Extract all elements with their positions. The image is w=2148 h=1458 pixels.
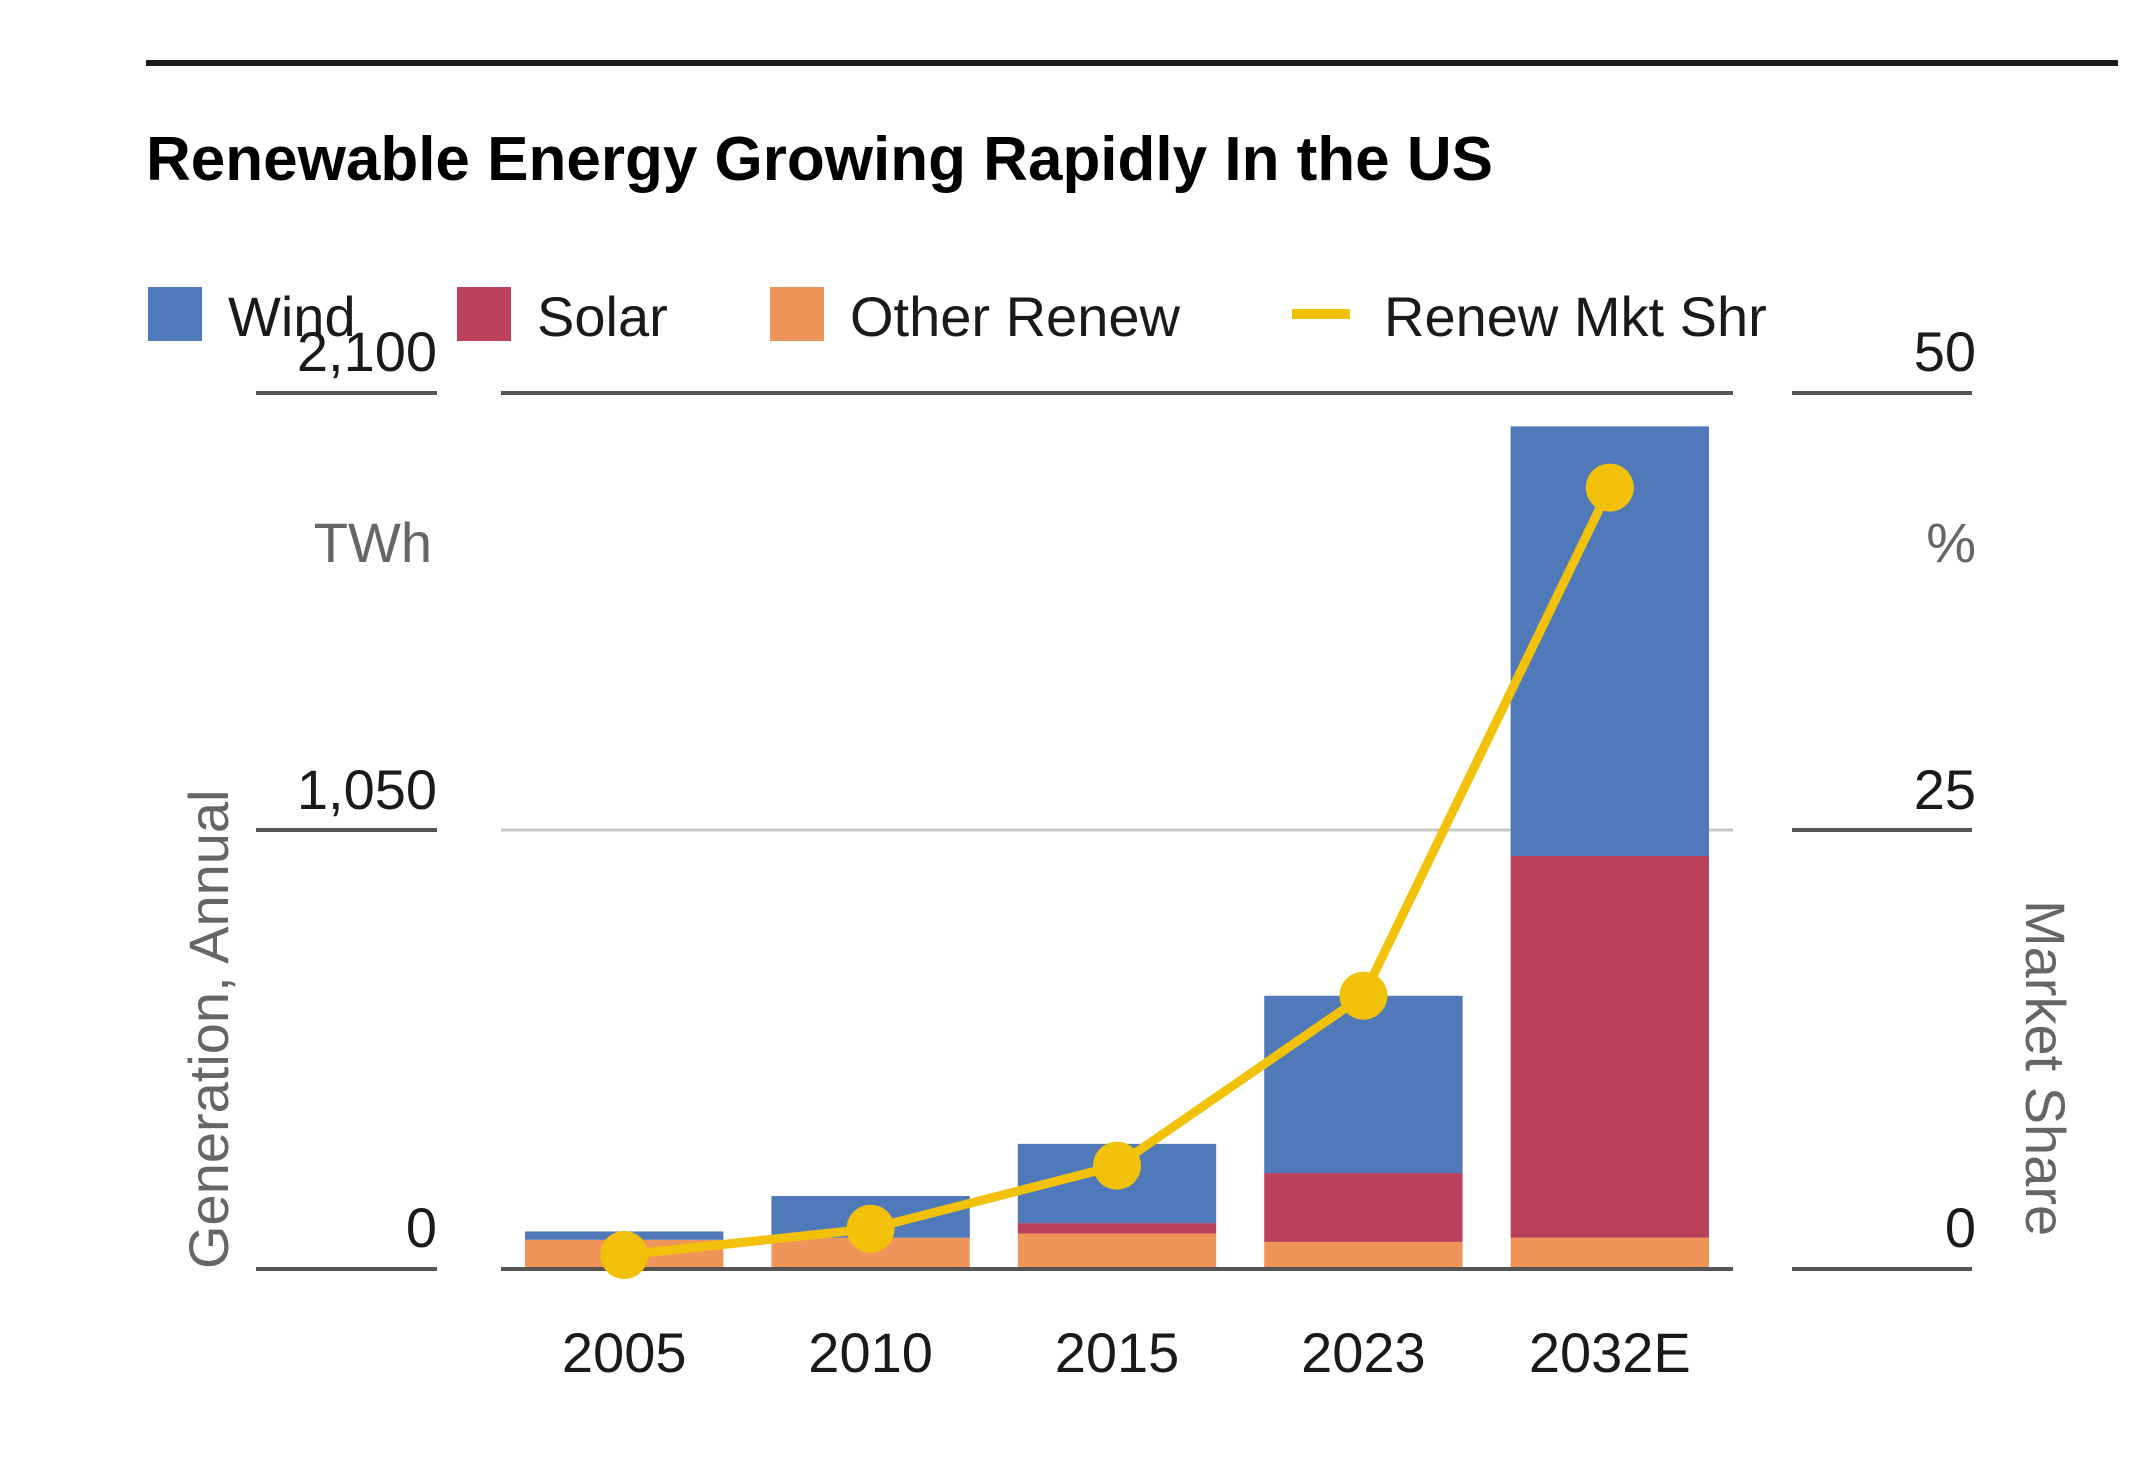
x-tick-label-2010: 2010 [808, 1321, 933, 1384]
left-axis-ticks: 0 1,050 2,100 [297, 320, 437, 1259]
left-tick-label: 2,100 [297, 320, 437, 383]
x-tick-label-2005: 2005 [562, 1321, 687, 1384]
legend-swatch-other-renew [770, 287, 824, 341]
right-tick-label: 50 [1914, 320, 1976, 383]
right-axis-unit: % [1926, 511, 1976, 574]
point-renew-mkt-shr-2023 [1339, 971, 1388, 1020]
right-axis-ticks: 0 25 50 [1914, 320, 1976, 1259]
bar-other-renew-2015 [1017, 1233, 1217, 1269]
point-renew-mkt-shr-2005 [600, 1230, 649, 1279]
legend-label-renew-mkt-shr: Renew Mkt Shr [1384, 285, 1767, 348]
left-tick-label: 1,050 [297, 758, 437, 821]
point-renew-mkt-shr-2032e [1585, 463, 1634, 512]
legend-label-wind: Wind [228, 285, 356, 348]
legend-label-other-renew: Other Renew [850, 285, 1180, 348]
x-tick-label-2015: 2015 [1055, 1321, 1180, 1384]
right-axis-title: Market Share [2014, 900, 2077, 1236]
bars-layer [525, 426, 1709, 1269]
bar-wind-2023 [1264, 995, 1463, 1174]
point-renew-mkt-shr-2010 [846, 1204, 895, 1253]
line-layer [600, 463, 1634, 1279]
right-tick-label: 0 [1945, 1196, 1976, 1259]
legend: Wind Solar Other Renew Renew Mkt Shr [148, 285, 1767, 348]
legend-swatch-solar [457, 287, 511, 341]
left-axis-unit: TWh [314, 511, 432, 574]
x-tick-label-2032e: 2032E [1529, 1321, 1691, 1384]
bar-other-renew-2032e [1510, 1237, 1709, 1269]
x-axis-tick-labels: 2005 2010 2015 2023 2032E [562, 1321, 1691, 1384]
left-tick-label: 0 [406, 1196, 437, 1259]
point-renew-mkt-shr-2015 [1093, 1141, 1141, 1190]
chart-title: Renewable Energy Growing Rapidly In the … [146, 125, 1493, 194]
legend-swatch-wind [148, 287, 202, 341]
bar-solar-2015 [1017, 1223, 1217, 1234]
bar-solar-2023 [1264, 1173, 1463, 1242]
left-axis-title: Generation, Annual [177, 790, 240, 1269]
right-tick-label: 25 [1914, 758, 1976, 821]
bar-other-renew-2023 [1264, 1241, 1463, 1269]
x-tick-label-2023: 2023 [1301, 1321, 1426, 1384]
bar-solar-2032e [1510, 856, 1709, 1238]
legend-label-solar: Solar [537, 285, 668, 348]
